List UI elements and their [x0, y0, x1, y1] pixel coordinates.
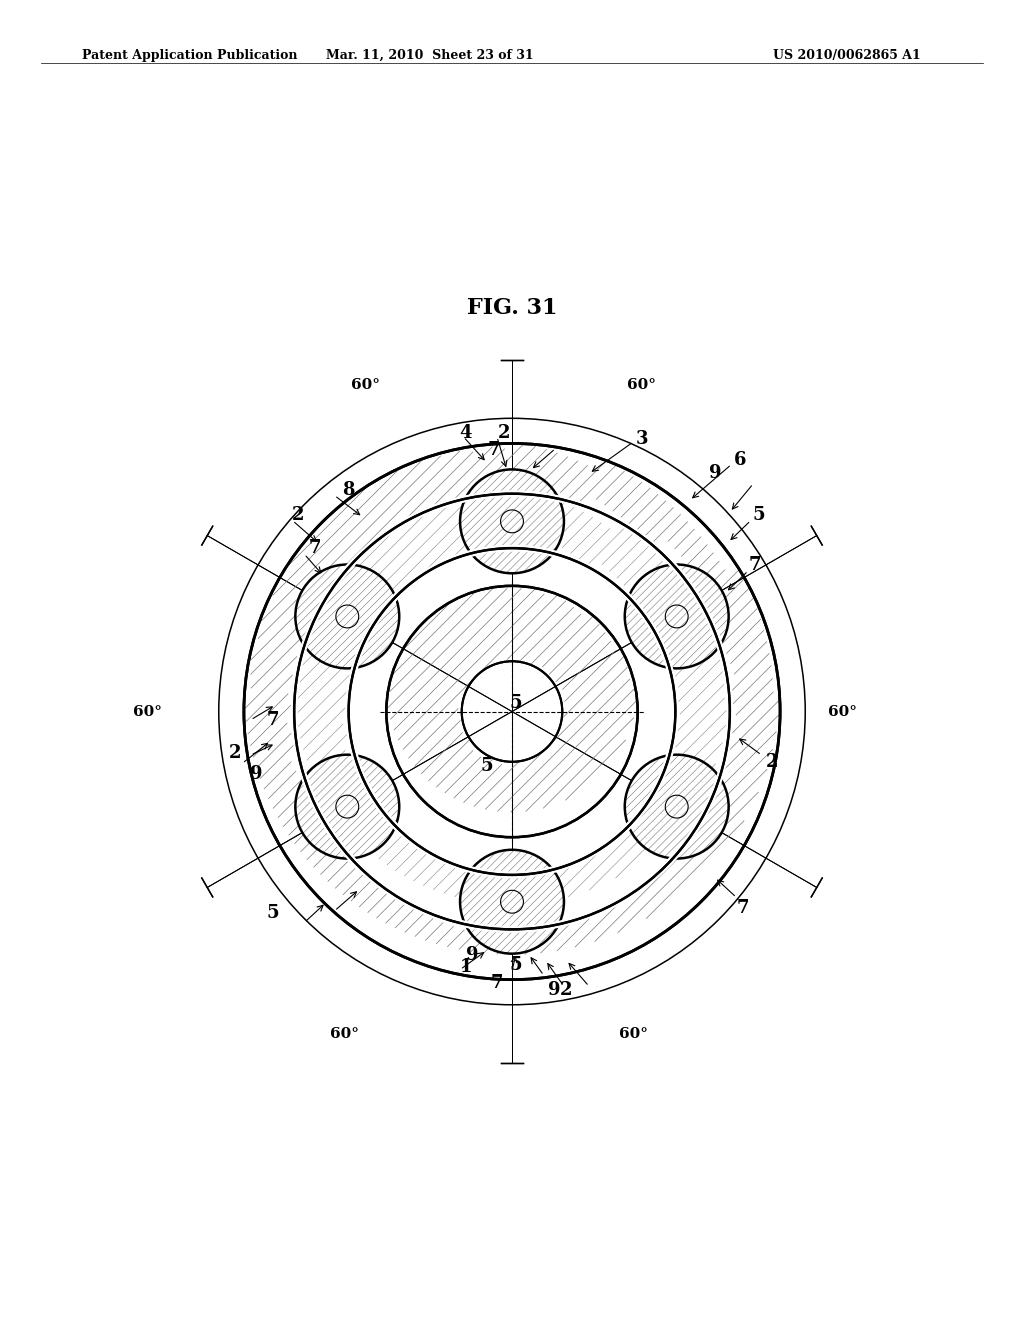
Text: 2: 2 — [498, 424, 510, 442]
Text: Patent Application Publication: Patent Application Publication — [82, 49, 297, 62]
Text: 9: 9 — [250, 766, 263, 783]
Text: 60°: 60° — [330, 1027, 359, 1041]
Text: 9: 9 — [709, 463, 721, 482]
Text: 1: 1 — [460, 958, 472, 975]
Circle shape — [625, 755, 729, 858]
Text: 60°: 60° — [618, 1027, 648, 1041]
Text: 7: 7 — [749, 556, 761, 574]
Text: 7: 7 — [490, 974, 503, 993]
Text: 60°: 60° — [133, 705, 162, 718]
Text: 5: 5 — [753, 506, 766, 524]
Text: US 2010/0062865 A1: US 2010/0062865 A1 — [773, 49, 921, 62]
Circle shape — [460, 850, 564, 953]
Circle shape — [295, 565, 399, 668]
Text: 5: 5 — [267, 904, 280, 921]
Text: 2: 2 — [766, 752, 778, 771]
Text: 7: 7 — [736, 899, 749, 917]
Text: 7: 7 — [309, 539, 322, 557]
Text: 60°: 60° — [628, 378, 656, 392]
Text: 8: 8 — [342, 480, 355, 499]
Text: 2: 2 — [560, 981, 572, 999]
Text: 2: 2 — [229, 744, 242, 763]
Text: 9: 9 — [548, 981, 560, 999]
Text: 5: 5 — [510, 694, 522, 713]
Text: 7: 7 — [487, 441, 500, 459]
Text: 5: 5 — [510, 956, 522, 974]
Text: 3: 3 — [636, 430, 648, 449]
Text: 4: 4 — [460, 424, 472, 442]
Text: 9: 9 — [466, 945, 478, 964]
Text: 5: 5 — [480, 756, 494, 775]
Text: 60°: 60° — [351, 378, 380, 392]
Circle shape — [625, 565, 729, 668]
Text: Mar. 11, 2010  Sheet 23 of 31: Mar. 11, 2010 Sheet 23 of 31 — [327, 49, 534, 62]
Circle shape — [460, 470, 564, 573]
Text: FIG. 31: FIG. 31 — [467, 297, 557, 318]
Text: 7: 7 — [267, 711, 280, 729]
Text: 2: 2 — [292, 506, 304, 524]
Circle shape — [295, 755, 399, 858]
Text: 60°: 60° — [828, 705, 857, 718]
Text: 6: 6 — [733, 451, 746, 469]
